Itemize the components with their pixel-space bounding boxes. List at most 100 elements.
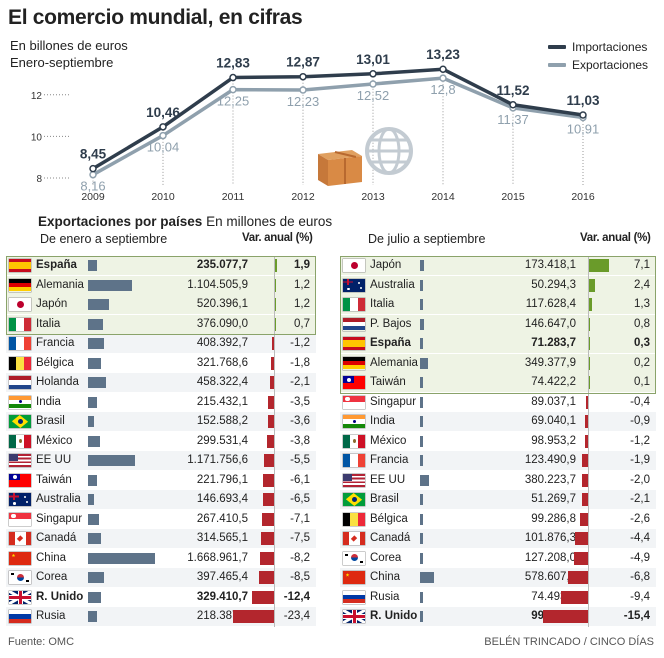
flag-icon-sg [343, 395, 365, 409]
export-value: 71.283,7 [531, 337, 576, 349]
change-bar-positive [588, 337, 590, 350]
export-value: 89.037,1 [531, 395, 576, 408]
table-row: EE UU 1.171.756,6 -5,5 [6, 451, 316, 470]
table-row: R. Unido 329.410,7 -12,4 [6, 587, 316, 607]
export-value: 267.410,5 [196, 512, 248, 525]
change-bar-negative [267, 395, 274, 409]
value-bar [88, 338, 105, 349]
change-bar-positive [274, 298, 277, 311]
export-value: 146.647,0 [524, 317, 576, 330]
point-imports-2009 [89, 164, 97, 173]
country-name: Corea [370, 551, 402, 564]
table-row: Italia 376.090,0 0,7 [6, 314, 316, 334]
change-bar-positive [274, 259, 278, 272]
flag-icon-nl [343, 317, 365, 331]
value-bar [88, 494, 94, 505]
flag-icon-de [343, 356, 365, 370]
table-row: Canadá 101.876,3 -4,4 [340, 529, 656, 548]
table-row: India 215.432,1 -3,5 [6, 392, 316, 412]
export-value: 152.588,2 [196, 415, 248, 427]
country-name: Japón [36, 298, 68, 310]
flag-icon-kr [9, 571, 31, 584]
value-bar [420, 474, 430, 486]
source-note: Fuente: OMC [8, 636, 75, 648]
table-row: Corea 127.208,0 -4,9 [340, 548, 656, 568]
series-line-imports [92, 67, 584, 171]
change-bar-negative [560, 590, 588, 604]
country-name: P. Bajos [370, 317, 412, 330]
flag-icon-gb [9, 590, 31, 604]
annual-change: -1,2 [290, 337, 310, 349]
country-name: Singapur [36, 512, 83, 525]
value-bar [420, 279, 423, 291]
export-value: 329.410,7 [196, 590, 248, 603]
subtitle-period: Enero-septiembre [10, 55, 114, 70]
export-value: 299.531,4 [196, 434, 248, 447]
line-chart: 8 10 12 2009 2010 2011 2012 2013 2014 2015 2016 8,4… [31, 47, 600, 203]
x-tick-label-2010: 2010 [151, 191, 175, 203]
value-bar [88, 591, 102, 603]
flag-icon-fr [9, 337, 31, 350]
value-bar [420, 455, 423, 466]
change-bar-negative [568, 571, 588, 584]
annual-change: 0,2 [634, 356, 650, 369]
change-bar-positive [274, 317, 276, 331]
table-row: Australia 50.294,3 2,4 [340, 275, 656, 295]
table-row: Francia 408.392,7 -1,2 [6, 334, 316, 353]
export-value: 99.286,8 [531, 512, 576, 525]
value-bar [420, 533, 423, 544]
export-value: 578.607,7 [524, 571, 576, 583]
country-name: India [370, 415, 395, 427]
country-name: Canadá [36, 532, 77, 544]
change-bar-positive [588, 259, 609, 272]
value-bar [420, 318, 424, 330]
export-value: 314.565,1 [196, 532, 248, 544]
flag-icon-in [9, 395, 31, 409]
value-bar [88, 279, 133, 291]
export-value: 51.269,7 [531, 493, 576, 505]
point-exports-2012 [299, 86, 307, 94]
annual-change: -3,8 [290, 434, 310, 447]
right-header: De julio a septiembre [368, 232, 486, 246]
y-tick-label-8: 8 [36, 174, 42, 185]
change-bar-negative [260, 532, 274, 545]
chart-title: El comercio mundial, en cifras [8, 6, 303, 29]
change-bar-positive [588, 298, 592, 311]
change-bar-negative [270, 356, 274, 370]
annual-change: -23,4 [283, 610, 310, 622]
flag-icon-br [343, 493, 365, 506]
flag-icon-in [343, 415, 365, 428]
flag-icon-cn [9, 551, 31, 565]
table-row: México 299.531,4 -3,8 [6, 431, 316, 451]
country-name: Australia [370, 278, 415, 291]
flag-icon-ru [343, 590, 365, 604]
annual-change: -15,4 [623, 610, 650, 622]
country-name: Brasil [370, 493, 399, 505]
change-bar-negative [261, 512, 274, 526]
country-name: Australia [36, 493, 81, 505]
country-name: India [36, 395, 61, 408]
table-row: Francia 123.490,9 -1,9 [340, 451, 656, 470]
section-title-rest: En millones de euros [206, 214, 333, 229]
flag-icon-ca [343, 532, 365, 545]
flag-icon-nl [9, 376, 31, 389]
export-value: 101.876,3 [524, 532, 576, 544]
value-bar [88, 455, 136, 466]
annual-change: 1,2 [294, 298, 310, 310]
change-bar-negative [584, 434, 588, 448]
legend-label-imports: Importaciones [572, 40, 648, 54]
export-value: 173.418,1 [524, 259, 576, 271]
change-bar-negative [585, 415, 588, 428]
table-row: Rusia 74.493,3 -9,4 [340, 587, 656, 607]
export-value: 458.322,4 [196, 376, 248, 388]
country-name: EE UU [370, 473, 406, 486]
flag-icon-au [343, 278, 365, 292]
export-value: 376.090,0 [196, 317, 248, 330]
value-bar [88, 611, 97, 622]
annual-change: -3,5 [290, 395, 310, 408]
x-tick-label-2014: 2014 [431, 191, 455, 203]
data-label-imports-2011: 12,83 [216, 56, 250, 71]
change-bar-negative [580, 512, 588, 526]
change-bar-negative [263, 473, 274, 487]
table-row: España 71.283,7 0,3 [340, 334, 656, 353]
